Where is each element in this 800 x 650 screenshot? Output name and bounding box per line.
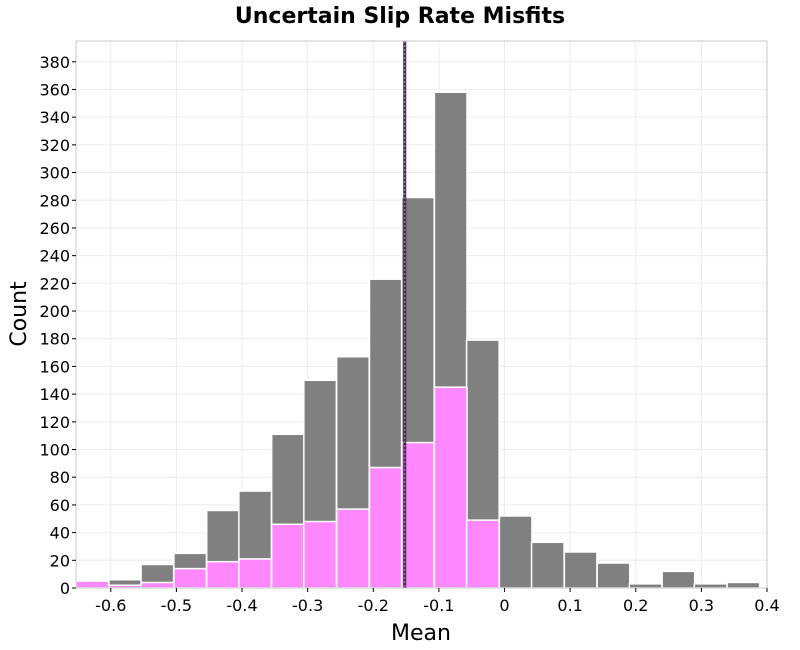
y-tick-label: 340 bbox=[39, 108, 70, 127]
y-tick-label: 260 bbox=[39, 219, 70, 238]
x-tick-label: 0.2 bbox=[623, 596, 648, 615]
pink-bar bbox=[205, 560, 241, 589]
pink-bar bbox=[433, 386, 468, 589]
gray-bar bbox=[596, 562, 631, 589]
pink-bar bbox=[400, 441, 435, 589]
y-tick-label: 220 bbox=[39, 274, 70, 293]
y-tick-label: 140 bbox=[39, 385, 70, 404]
y-tick-label: 320 bbox=[39, 136, 70, 155]
pink-bar bbox=[368, 466, 403, 589]
gray-bar bbox=[563, 551, 598, 589]
y-tick-label: 100 bbox=[39, 441, 70, 460]
y-tick-label: 60 bbox=[50, 496, 70, 515]
pink-bar bbox=[335, 508, 370, 589]
x-tick-label: -0.4 bbox=[226, 596, 257, 615]
x-tick-label: -0.5 bbox=[161, 596, 192, 615]
y-tick-label: 300 bbox=[39, 164, 70, 183]
y-tick-label: 280 bbox=[39, 191, 70, 210]
gray-bar bbox=[530, 541, 565, 589]
x-tick-label: 0.1 bbox=[557, 596, 582, 615]
plot-frame bbox=[75, 40, 768, 589]
x-tick-label: -0.6 bbox=[95, 596, 126, 615]
y-tick-label: 0 bbox=[60, 579, 70, 598]
pink-bar bbox=[75, 580, 110, 589]
gray-bar bbox=[693, 583, 728, 589]
y-tick-label: 160 bbox=[39, 357, 70, 376]
gray-bar bbox=[726, 581, 761, 589]
gray-bar bbox=[661, 570, 696, 589]
x-tick-label: -0.2 bbox=[358, 596, 389, 615]
x-tick-label: -0.1 bbox=[423, 596, 454, 615]
y-tick-label: 380 bbox=[39, 53, 70, 72]
chart-title: Uncertain Slip Rate Misfits bbox=[235, 4, 565, 29]
pink-bar bbox=[173, 567, 208, 589]
y-tick-label: 20 bbox=[50, 551, 70, 570]
x-axis-label: Mean bbox=[391, 621, 451, 646]
y-tick-label: 240 bbox=[39, 247, 70, 266]
x-axis-ticks: -0.6 -0.5 -0.4 -0.3 -0.2 -0.1 0 0.1 0.2 0.3 0.4 bbox=[95, 588, 780, 615]
y-tick-label: 40 bbox=[50, 524, 70, 543]
pink-bar bbox=[465, 519, 500, 589]
gray-bar bbox=[628, 583, 663, 589]
x-tick-label: 0.4 bbox=[754, 596, 779, 615]
y-axis-label: Count bbox=[7, 281, 32, 347]
x-tick-label: 0 bbox=[499, 596, 509, 615]
gray-bar bbox=[498, 515, 533, 589]
pink-bar bbox=[270, 523, 305, 589]
x-tick-label: 0.3 bbox=[689, 596, 714, 615]
pink-bar bbox=[238, 558, 273, 589]
pink-bar bbox=[303, 520, 338, 589]
y-tick-label: 180 bbox=[39, 330, 70, 349]
pink-bar bbox=[140, 581, 175, 589]
y-tick-label: 80 bbox=[50, 468, 70, 487]
y-axis-ticks: 0 20 40 60 80 100 120 140 160 180 200 220 240 260 280 3… bbox=[39, 53, 76, 598]
y-tick-label: 360 bbox=[39, 80, 70, 99]
y-tick-label: 120 bbox=[39, 413, 70, 432]
y-tick-label: 200 bbox=[39, 302, 70, 321]
x-tick-label: -0.3 bbox=[292, 596, 323, 615]
